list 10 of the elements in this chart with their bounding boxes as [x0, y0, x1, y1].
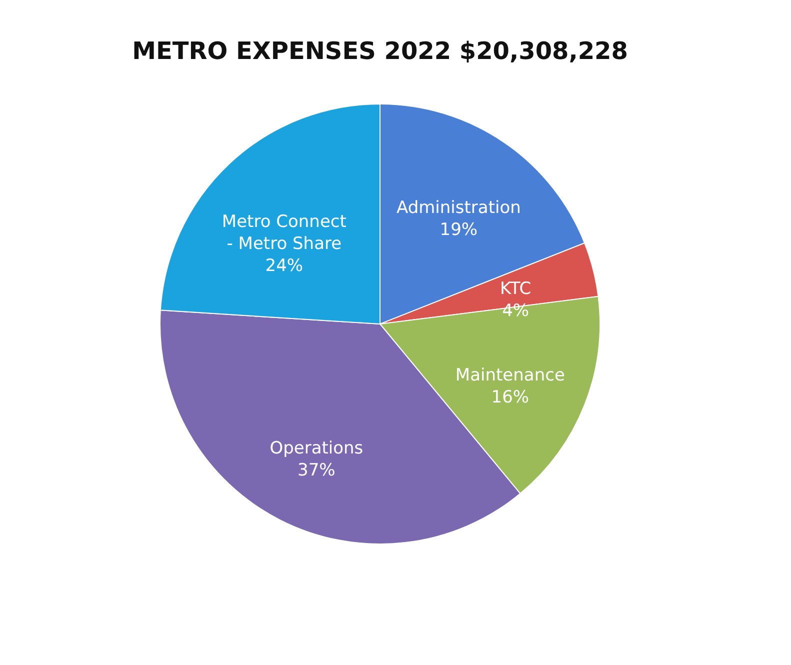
data-label: 19%: [440, 220, 478, 240]
data-label: 24%: [265, 256, 304, 276]
slice-label: Operations: [270, 438, 364, 459]
data-label: 37%: [298, 460, 336, 481]
slice-label: Administration: [396, 198, 521, 218]
slice-label: Metro Connect - Metro Share: [222, 212, 347, 254]
data-label: 16%: [491, 388, 530, 408]
chart-title: METRO EXPENSES 2022 $20,308,228: [132, 37, 628, 65]
slice-label: Maintenance: [455, 366, 565, 386]
slice-label: KTC: [500, 279, 532, 300]
